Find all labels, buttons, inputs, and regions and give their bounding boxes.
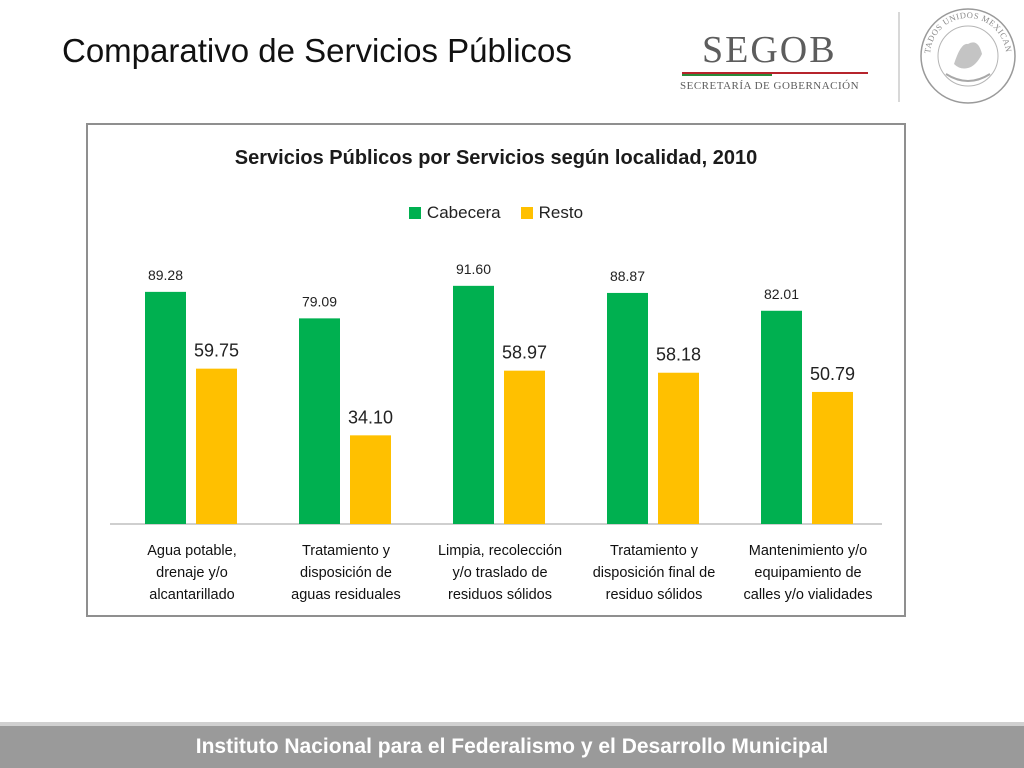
data-label-resto-4: 50.79 <box>810 364 855 384</box>
data-label-resto-1: 34.10 <box>348 407 393 427</box>
category-label-2: Limpia, recolección y/o traslado de residu… <box>438 543 562 603</box>
category-label-0: Agua potable, drenaje y/o alcantarillado <box>147 543 237 603</box>
chart-legend: Cabecera Resto <box>88 203 904 223</box>
footer-bar: Instituto Nacional para el Federalismo y… <box>0 722 1024 768</box>
legend-label-resto: Resto <box>538 203 584 222</box>
data-label-resto-0: 59.75 <box>194 341 239 361</box>
bar-cabecera-2 <box>453 285 494 524</box>
bar-resto-2 <box>504 370 545 524</box>
logo-subtitle: SECRETARÍA DE GOBERNACIÓN <box>680 80 860 92</box>
chart-frame: Servicios Públicos por Servicios según l… <box>86 123 906 617</box>
legend-item-cabecera: Cabecera <box>408 203 501 223</box>
category-label-1: Tratamiento y disposición de aguas residua… <box>291 543 401 603</box>
data-label-resto-3: 58.18 <box>656 345 701 365</box>
bar-cabecera-3 <box>607 292 648 524</box>
footer-text: Instituto Nacional para el Federalismo y… <box>195 735 829 758</box>
data-label-cabecera-0: 89.28 <box>148 267 183 283</box>
bar-cabecera-0 <box>145 291 186 524</box>
bar-cabecera-1 <box>299 318 340 524</box>
legend-swatch-cabecera <box>408 207 421 219</box>
logo-red-line <box>682 72 868 74</box>
segob-logo: SEGOB SECRETARÍA DE GOBERNACIÓN <box>680 28 880 98</box>
bar-resto-1 <box>350 435 391 524</box>
data-label-cabecera-3: 88.87 <box>610 268 645 284</box>
chart-title: Servicios Públicos por Servicios según l… <box>234 147 758 169</box>
category-label-4: Mantenimiento y/o equipamiento de calles y… <box>744 543 873 603</box>
bar-cabecera-4 <box>761 310 802 524</box>
data-label-resto-2: 58.97 <box>502 343 547 363</box>
bar-chart: 89.28 59.75 Agua potable, drenaje y/o alcant… <box>110 261 882 603</box>
bar-resto-0 <box>196 368 237 524</box>
bar-resto-3 <box>658 372 699 524</box>
legend-label-cabecera: Cabecera <box>426 203 501 222</box>
logo-divider <box>898 12 900 102</box>
legend-item-resto: Resto <box>520 203 584 223</box>
data-label-cabecera-4: 82.01 <box>764 286 799 302</box>
bar-resto-4 <box>812 391 853 524</box>
data-label-cabecera-2: 91.60 <box>456 261 491 277</box>
logo-name: SEGOB <box>702 29 837 71</box>
data-label-cabecera-1: 79.09 <box>302 293 337 309</box>
slide-title: Comparativo de Servicios Públicos <box>62 32 572 69</box>
legend-swatch-resto <box>520 207 533 219</box>
logo-green-line <box>682 74 772 76</box>
category-label-3: Tratamiento y disposición final de residuo… <box>593 543 716 603</box>
national-seal-icon: ESTADOS UNIDOS MEXICANOS <box>916 4 1016 104</box>
